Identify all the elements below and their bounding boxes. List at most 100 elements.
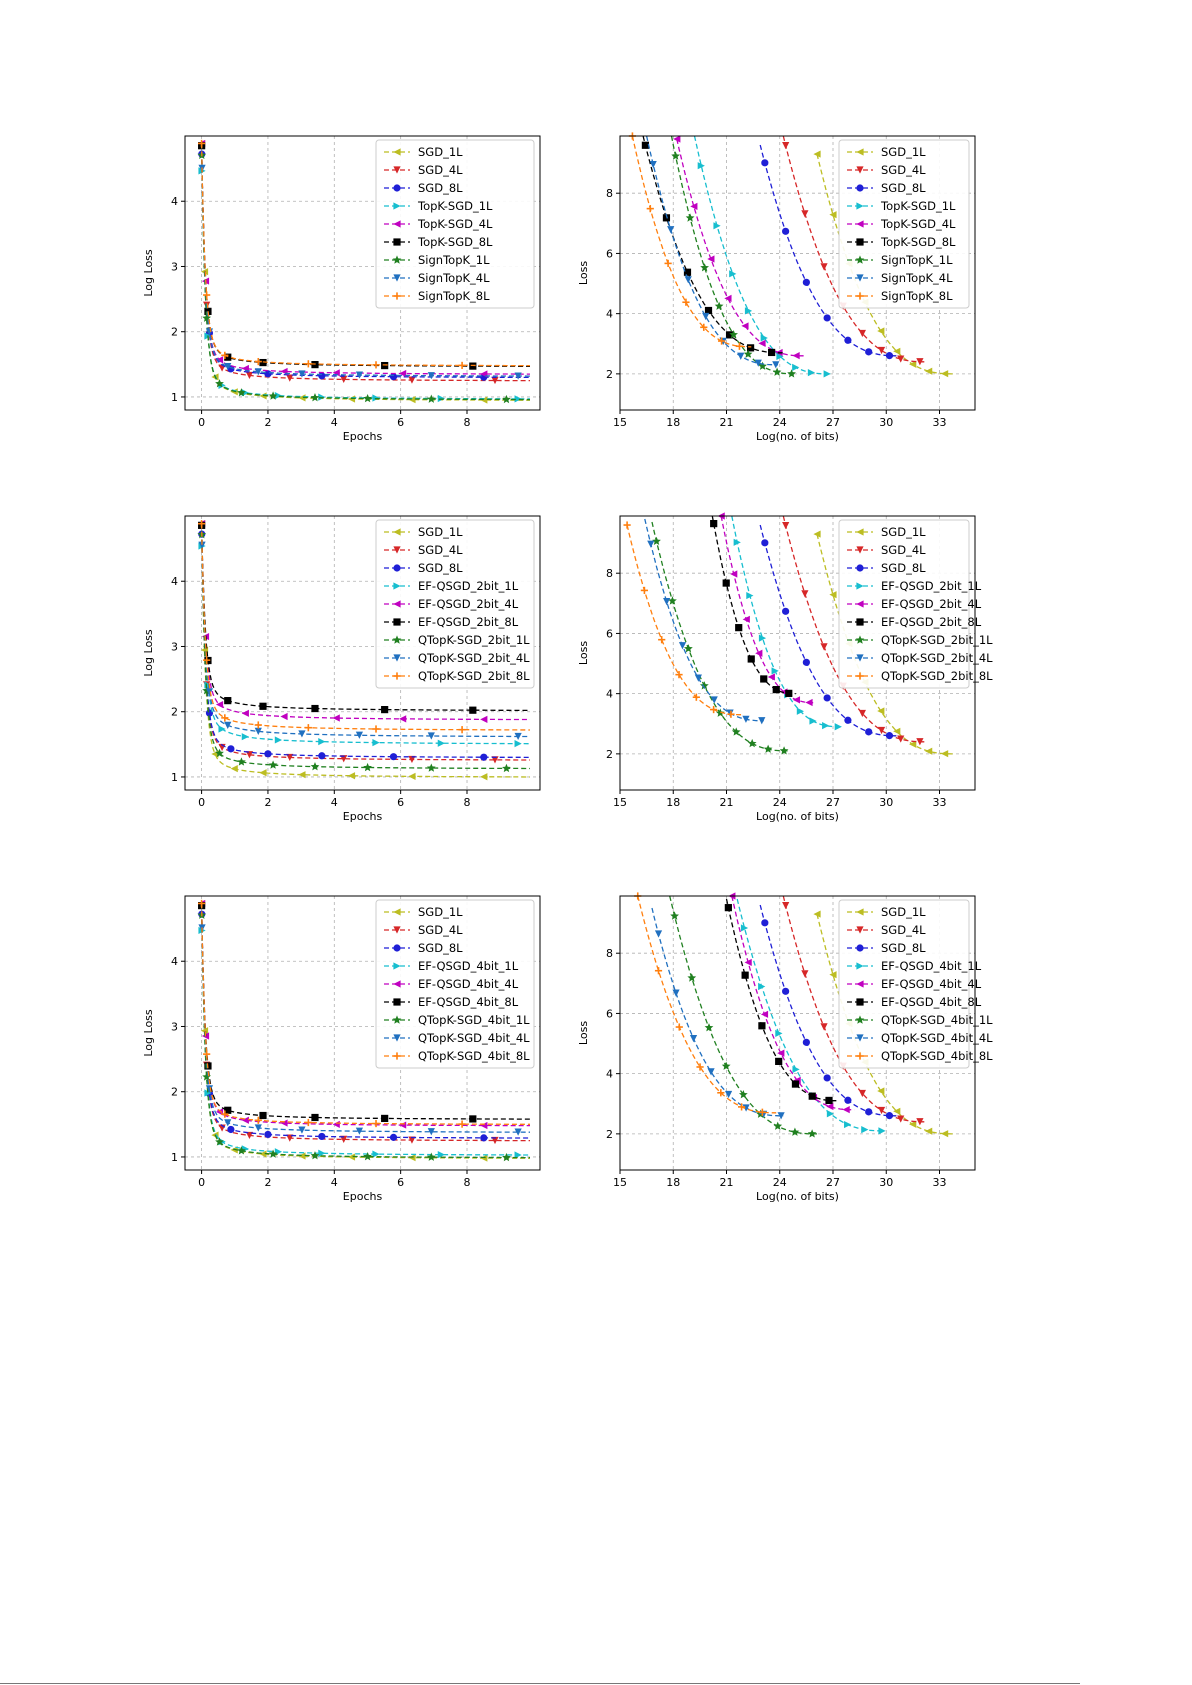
data-point <box>834 723 842 731</box>
x-tick-label: 21 <box>720 416 734 429</box>
legend-marker <box>856 220 864 228</box>
y-tick-label: 3 <box>171 640 178 653</box>
data-point <box>802 1038 810 1046</box>
data-point <box>729 270 737 278</box>
data-point <box>813 910 821 918</box>
data-point <box>742 615 750 623</box>
data-point <box>916 358 924 366</box>
series-line <box>816 913 954 1135</box>
data-point <box>829 971 837 979</box>
data-point <box>641 141 650 149</box>
series-line <box>200 903 530 1156</box>
legend-marker <box>856 166 864 174</box>
data-point <box>865 1108 873 1116</box>
legend-label: QTopK-SGD_4bit_4L <box>881 1031 993 1045</box>
data-point <box>514 732 522 741</box>
data-point <box>714 301 724 310</box>
data-point <box>372 1150 380 1158</box>
series-line <box>200 523 531 759</box>
legend-marker <box>393 962 401 970</box>
series-line <box>200 143 531 377</box>
data-point <box>893 1107 901 1115</box>
footer-rule <box>0 1683 1080 1684</box>
x-axis-label: Log(no. of bits) <box>756 430 839 443</box>
data-point <box>746 591 754 600</box>
data-point <box>408 376 416 384</box>
data-point <box>480 1121 488 1130</box>
legend-marker <box>856 1052 864 1060</box>
legend-marker <box>393 220 401 228</box>
data-point <box>304 1118 312 1127</box>
data-point <box>408 1136 416 1144</box>
data-point <box>671 151 680 160</box>
y-axis-label: Log Loss <box>142 1009 155 1057</box>
data-point <box>802 278 810 286</box>
data-point <box>771 667 779 675</box>
legend-label: QTopK-SGD_4bit_8L <box>418 1049 530 1063</box>
data-point <box>203 1050 211 1058</box>
legend-label: SGD_8L <box>881 181 926 195</box>
data-point <box>760 334 768 342</box>
legend-marker <box>856 582 864 590</box>
data-point <box>763 744 773 753</box>
legend-marker <box>856 546 864 554</box>
data-point <box>491 1136 499 1145</box>
data-point <box>241 709 249 717</box>
data-point <box>298 1126 306 1134</box>
data-point <box>877 726 886 735</box>
data-point <box>224 353 232 361</box>
series-SignTopK_8L <box>197 139 530 370</box>
data-point <box>782 227 790 235</box>
data-point <box>805 698 813 707</box>
legend-label: EF-QSGD_4bit_8L <box>881 995 982 1009</box>
data-point <box>829 591 837 599</box>
data-point <box>767 673 775 681</box>
data-point <box>389 753 398 761</box>
data-point <box>758 717 766 725</box>
legend-marker <box>393 654 401 662</box>
data-point <box>426 763 436 772</box>
data-point <box>731 727 741 736</box>
data-point <box>469 1115 477 1123</box>
legend-marker <box>393 1052 401 1060</box>
y-tick-label: 4 <box>171 575 178 588</box>
legend-marker <box>393 184 401 192</box>
legend-marker <box>393 926 401 934</box>
data-point <box>697 162 705 170</box>
data-point <box>381 706 389 714</box>
y-tick-label: 4 <box>606 308 613 321</box>
y-tick-label: 3 <box>171 260 178 273</box>
legend-label: SGD_4L <box>881 923 926 937</box>
data-point <box>777 1049 785 1057</box>
data-point <box>514 1128 522 1136</box>
legend: SGD_1L SGD_4L SGD_8L TopK-SGD_1L TopK-SGD_4L… <box>838 139 970 309</box>
x-tick-label: 8 <box>464 416 471 429</box>
data-point <box>203 656 211 664</box>
data-point <box>699 681 709 690</box>
x-tick-label: 21 <box>720 1176 734 1189</box>
x-tick-label: 2 <box>264 1176 271 1189</box>
series-line <box>731 895 855 1111</box>
data-point <box>670 911 679 920</box>
series-line <box>782 135 928 363</box>
data-point <box>727 710 735 718</box>
legend-box <box>838 519 970 689</box>
legend-label: SignTopK_4L <box>881 271 953 285</box>
legend-label: QTopK-SGD_2bit_8L <box>881 669 993 683</box>
data-point <box>796 707 804 715</box>
data-point <box>480 715 488 723</box>
y-tick-label: 1 <box>171 1151 178 1164</box>
data-point <box>877 1087 885 1095</box>
data-point <box>310 1151 320 1160</box>
data-point <box>469 362 477 370</box>
data-point <box>808 1092 816 1100</box>
legend-label: QTopK-SGD_2bit_8L <box>418 669 530 683</box>
x-tick-label: 0 <box>198 1176 205 1189</box>
legend-label: EF-QSGD_2bit_1L <box>418 579 519 593</box>
x-tick-label: 15 <box>613 796 627 809</box>
legend-marker <box>856 528 864 536</box>
data-point <box>426 394 436 403</box>
data-point <box>224 721 232 729</box>
data-point <box>381 361 389 370</box>
